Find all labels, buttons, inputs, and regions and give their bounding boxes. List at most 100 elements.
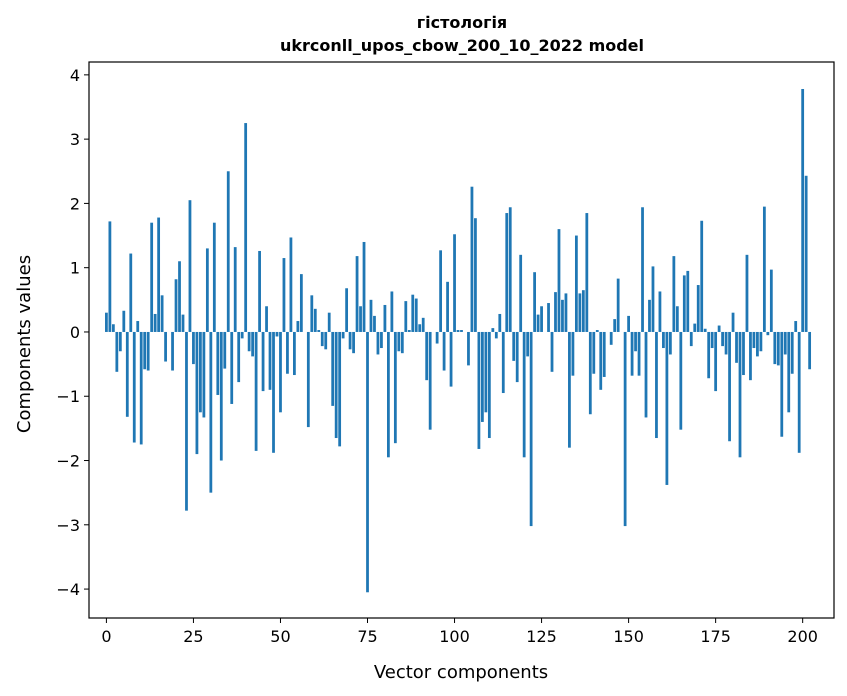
bar bbox=[644, 331, 648, 418]
bar bbox=[554, 292, 557, 332]
bar bbox=[634, 331, 637, 352]
bar bbox=[616, 278, 620, 332]
bar bbox=[662, 331, 665, 349]
bar bbox=[216, 331, 220, 395]
bar bbox=[668, 331, 672, 355]
bar bbox=[261, 331, 265, 392]
bar bbox=[658, 291, 662, 332]
bar bbox=[672, 256, 676, 332]
bar bbox=[467, 331, 470, 366]
x-tick-label: 100 bbox=[439, 627, 470, 646]
x-tick-label: 200 bbox=[787, 627, 818, 646]
bar bbox=[282, 258, 286, 332]
x-tick-label: 25 bbox=[183, 627, 203, 646]
bar bbox=[414, 298, 418, 332]
bar bbox=[682, 275, 686, 332]
bar bbox=[251, 331, 255, 357]
bar bbox=[801, 88, 805, 332]
bar bbox=[348, 331, 352, 350]
bar bbox=[693, 323, 697, 332]
bar bbox=[665, 331, 669, 485]
bar bbox=[411, 294, 415, 332]
bar bbox=[327, 312, 331, 332]
bar bbox=[223, 331, 227, 369]
x-tick-label: 50 bbox=[270, 627, 290, 646]
bar bbox=[317, 330, 321, 332]
bar bbox=[783, 331, 787, 355]
bar bbox=[588, 331, 592, 415]
bar bbox=[219, 331, 223, 461]
bar bbox=[602, 331, 606, 377]
bar bbox=[648, 299, 651, 332]
bar bbox=[776, 331, 780, 366]
bar bbox=[178, 261, 181, 332]
bar bbox=[787, 331, 791, 413]
bar bbox=[526, 331, 530, 357]
bar bbox=[111, 324, 115, 332]
chart-title: гістологія bbox=[417, 13, 507, 32]
x-tick-label: 0 bbox=[101, 627, 111, 646]
bar bbox=[487, 331, 491, 439]
bar bbox=[533, 272, 536, 332]
bar bbox=[480, 331, 484, 422]
x-tick-label: 150 bbox=[613, 627, 644, 646]
bar bbox=[150, 222, 154, 332]
bar bbox=[536, 314, 540, 332]
bar bbox=[609, 331, 613, 345]
bar bbox=[390, 291, 394, 332]
bar bbox=[306, 331, 310, 428]
bar bbox=[289, 237, 293, 332]
x-tick-label: 175 bbox=[700, 627, 731, 646]
bar bbox=[561, 299, 564, 332]
bar bbox=[508, 207, 512, 332]
bar bbox=[188, 200, 192, 332]
bar bbox=[202, 331, 206, 418]
bar bbox=[714, 331, 718, 392]
bar bbox=[571, 331, 575, 376]
bar bbox=[407, 330, 411, 332]
bar bbox=[230, 331, 234, 404]
bar bbox=[630, 331, 634, 376]
bar bbox=[540, 306, 543, 332]
bar bbox=[320, 331, 324, 347]
bar bbox=[286, 331, 289, 374]
bar bbox=[212, 222, 216, 332]
bar bbox=[376, 331, 380, 355]
bar bbox=[254, 331, 258, 451]
bar bbox=[623, 331, 627, 527]
bar bbox=[804, 175, 808, 332]
bar bbox=[334, 331, 338, 439]
y-axis-label: Components values bbox=[14, 255, 35, 433]
bar bbox=[380, 331, 383, 349]
bar bbox=[233, 247, 237, 332]
bar bbox=[780, 331, 784, 437]
bar bbox=[564, 293, 568, 332]
bar bbox=[428, 331, 432, 430]
bar bbox=[115, 331, 119, 372]
bar bbox=[745, 254, 749, 332]
bar bbox=[397, 331, 401, 352]
bar bbox=[794, 321, 798, 332]
bar bbox=[547, 303, 550, 332]
bar bbox=[738, 331, 742, 458]
y-tick-label: −3 bbox=[56, 516, 80, 535]
y-tick-label: −2 bbox=[56, 452, 80, 471]
bar bbox=[362, 241, 366, 332]
bar bbox=[474, 218, 477, 332]
bar bbox=[574, 235, 578, 332]
bar bbox=[265, 306, 268, 332]
x-axis-label: Vector components bbox=[374, 662, 548, 683]
bar bbox=[689, 331, 693, 347]
y-tick-label: 4 bbox=[70, 66, 80, 85]
bar bbox=[735, 331, 738, 363]
bar bbox=[501, 331, 505, 394]
bar bbox=[108, 221, 112, 332]
bar bbox=[519, 254, 523, 332]
bar bbox=[797, 331, 801, 453]
bar bbox=[766, 331, 770, 336]
bar bbox=[568, 331, 571, 448]
y-tick-label: 3 bbox=[70, 130, 80, 149]
bar bbox=[310, 295, 314, 332]
bar bbox=[373, 315, 376, 332]
bar bbox=[279, 331, 282, 413]
